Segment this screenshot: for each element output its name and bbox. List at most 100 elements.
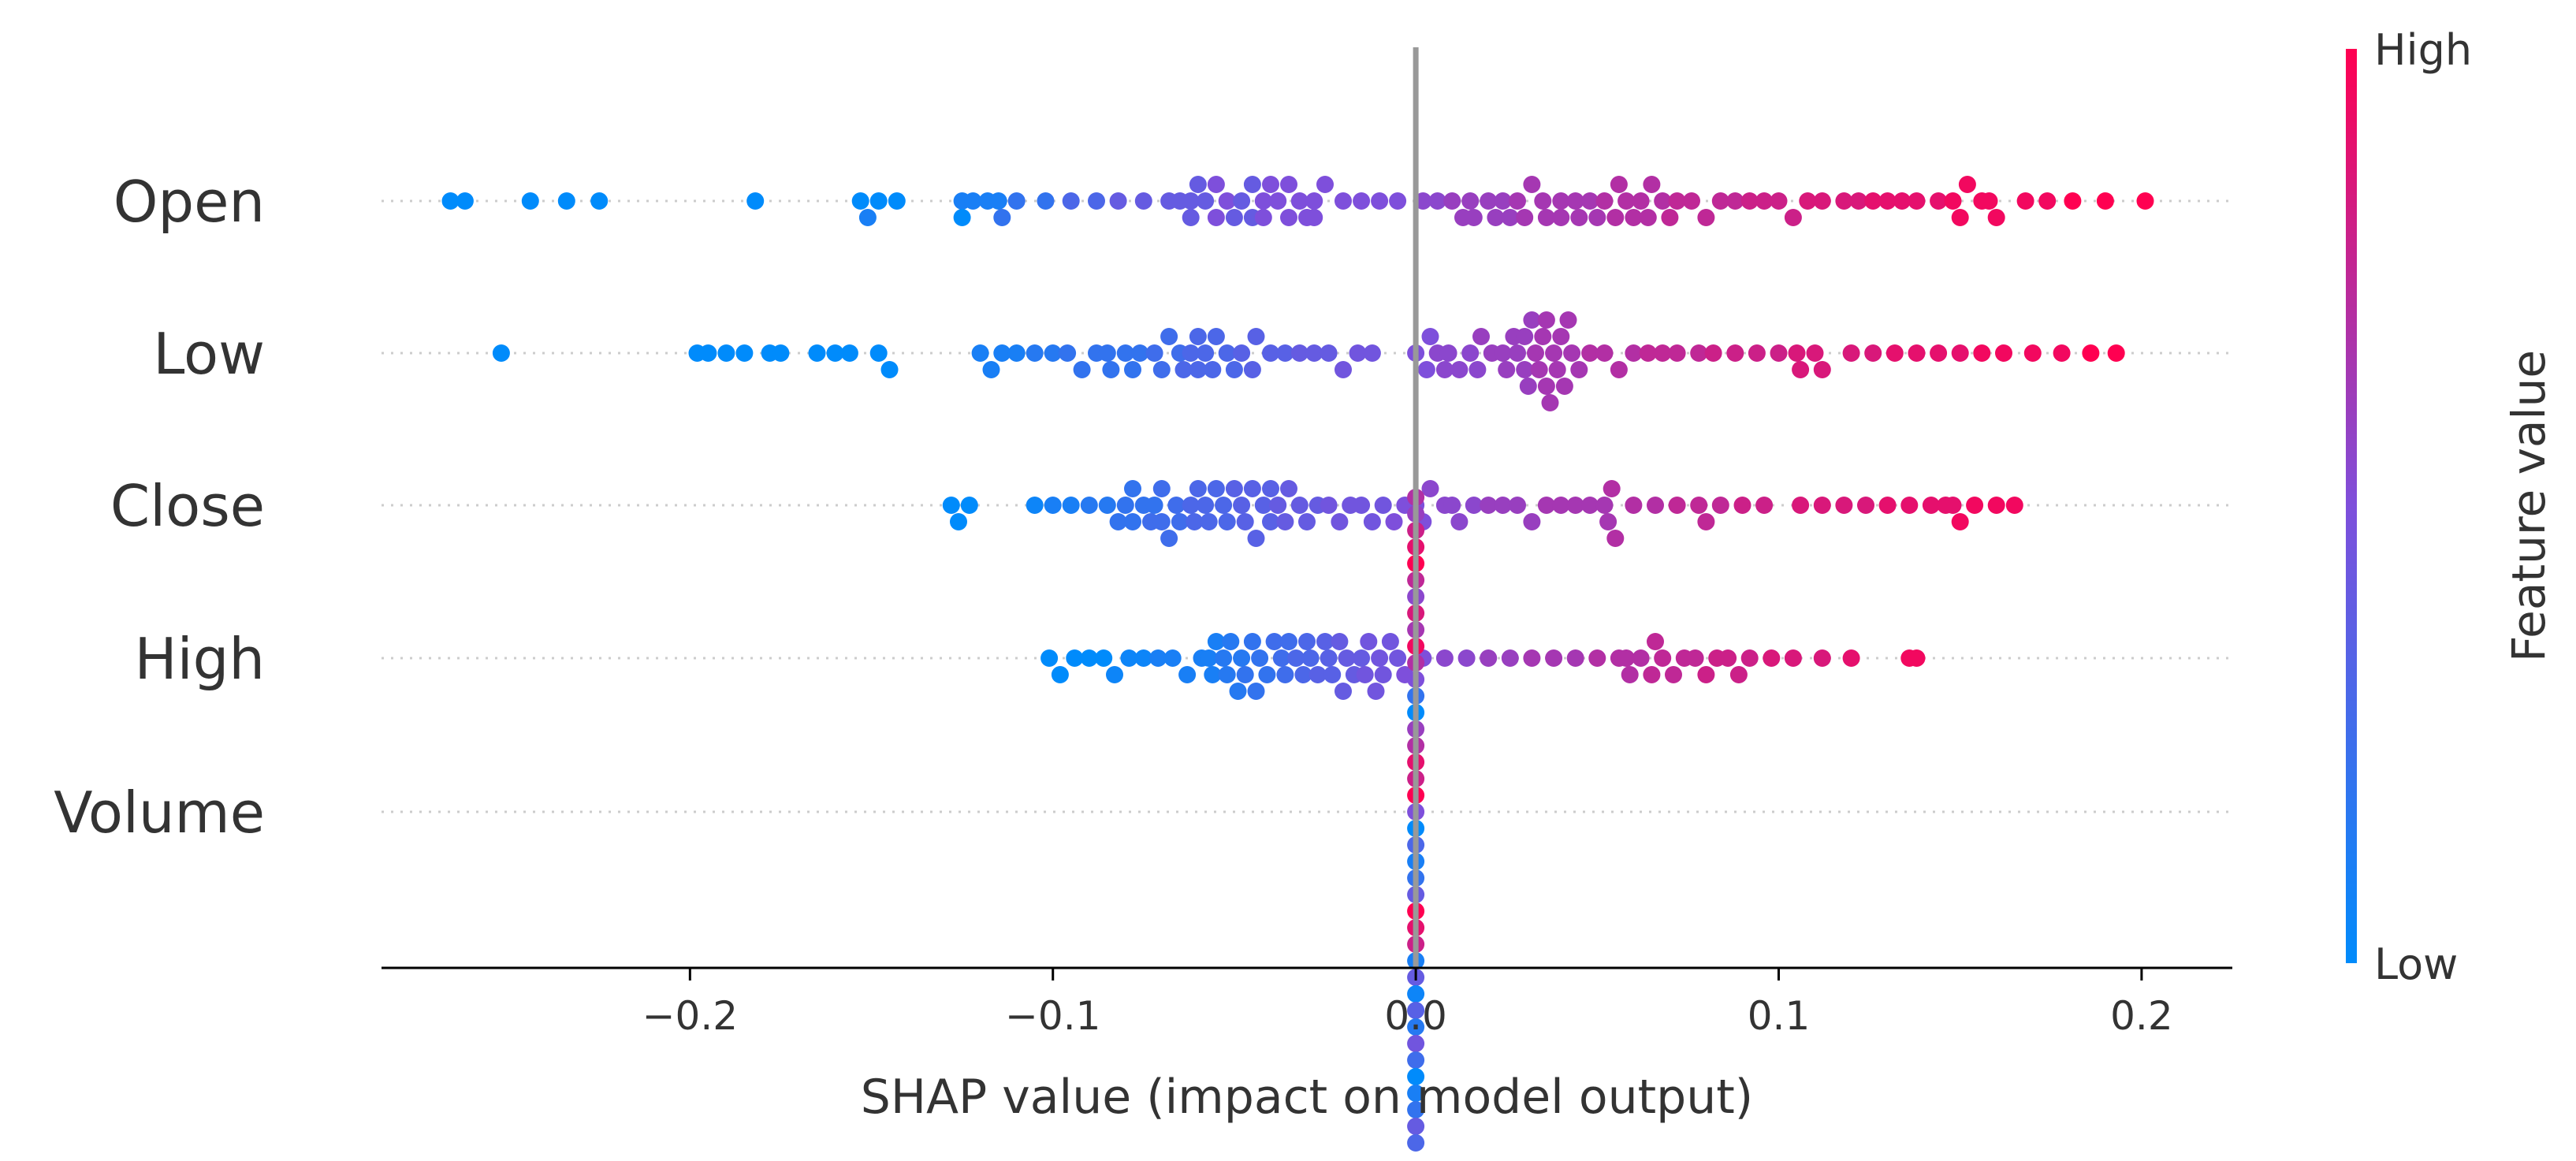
point-low-32 [1262,344,1279,362]
point-open-70 [1697,209,1715,226]
point-open-31 [1269,192,1287,210]
point-close-1 [950,513,967,530]
point-low-71 [1654,344,1672,362]
point-open-65 [1625,209,1643,226]
point-low-35 [1305,344,1323,362]
point-close-54 [1465,497,1483,514]
point-volume-39 [1407,1134,1425,1152]
point-open-49 [1280,176,1297,193]
point-low-104 [1541,394,1559,411]
point-low-76 [1748,344,1766,362]
point-open-109 [1552,209,1570,226]
point-close-0 [942,497,960,514]
point-close-83 [2005,497,2023,514]
point-close-34 [1363,513,1381,530]
point-high-47 [1335,683,1352,700]
point-low-74 [1704,344,1722,362]
point-volume-29 [1407,1051,1425,1069]
point-close-43 [1215,497,1233,514]
point-open-72 [1726,192,1744,210]
point-high-28 [1316,633,1334,650]
point-low-99 [1509,344,1526,362]
point-open-42 [1243,176,1261,193]
point-high-74 [1813,649,1831,667]
point-high-14 [1215,649,1233,667]
point-high-8 [1149,649,1167,667]
point-high-4 [1095,649,1113,667]
point-high-0 [1040,649,1059,667]
point-low-66 [1581,344,1599,362]
point-open-44 [1262,176,1279,193]
point-close-55 [1480,497,1498,514]
point-low-45 [1225,361,1243,378]
point-open-27 [1218,192,1236,210]
point-high-26 [1301,649,1320,667]
point-close-59 [1537,497,1555,514]
point-high-46 [1320,649,1338,667]
point-close-2 [960,497,978,514]
point-close-16 [1189,480,1207,497]
point-low-47 [1243,361,1261,378]
point-close-61 [1566,497,1584,514]
point-close-82 [1987,497,2005,514]
point-high-21 [1265,633,1283,650]
point-low-78 [1792,361,1810,378]
point-high-1 [1051,666,1069,683]
point-open-41 [1182,209,1200,226]
point-open-60 [1552,192,1570,210]
x-axis-ticks: −0.2 −0.1 0.0 0.1 0.2 [642,968,2173,1039]
point-close-73 [1813,497,1831,514]
point-volume-27 [1407,1035,1425,1052]
point-open-95 [1534,192,1552,210]
feature-label-high: High [135,626,265,692]
point-high-33 [1353,649,1371,667]
point-high-5 [1106,666,1123,683]
point-open-66 [1639,209,1657,226]
point-high-23 [1280,633,1297,650]
point-close-17 [1197,497,1215,514]
point-low-109 [1469,361,1487,378]
point-open-107 [1501,209,1519,226]
point-low-0 [492,344,510,362]
point-low-97 [1498,361,1516,378]
point-close-40 [1124,480,1141,497]
point-high-61 [1632,649,1650,667]
point-open-73 [1740,192,1759,210]
x-tick-label-2: 0.0 [1384,993,1447,1039]
point-open-16 [1007,192,1026,210]
point-high-12 [1200,649,1218,667]
point-open-86 [1944,192,1962,210]
point-low-9 [840,344,858,362]
point-close-42 [1167,497,1186,514]
point-open-33 [1290,192,1308,210]
point-close-13 [1160,530,1178,547]
point-low-54 [1450,361,1469,378]
colorbar [2346,49,2357,963]
point-high-42 [1233,649,1251,667]
point-low-17 [1044,344,1062,362]
point-close-30 [1320,497,1338,514]
point-open-79 [1835,192,1853,210]
point-low-7 [808,344,826,362]
point-low-31 [1247,328,1265,345]
point-low-8 [826,344,844,362]
point-low-75 [1726,344,1744,362]
point-high-41 [1218,666,1236,683]
point-open-84 [1908,192,1926,210]
point-high-40 [1204,666,1222,683]
point-open-80 [1849,192,1867,210]
point-low-22 [1116,344,1134,362]
point-open-32 [1280,209,1297,226]
point-close-88 [1944,497,1962,514]
point-open-62 [1581,192,1599,210]
point-open-76 [1784,209,1802,226]
point-open-69 [1683,192,1700,210]
point-open-92 [2064,192,2082,210]
point-open-50 [1414,192,1432,210]
point-open-56 [1494,192,1512,210]
point-low-27 [1189,361,1207,378]
point-low-105 [1788,344,1806,362]
point-low-98 [1563,344,1581,362]
point-close-77 [1900,497,1919,514]
